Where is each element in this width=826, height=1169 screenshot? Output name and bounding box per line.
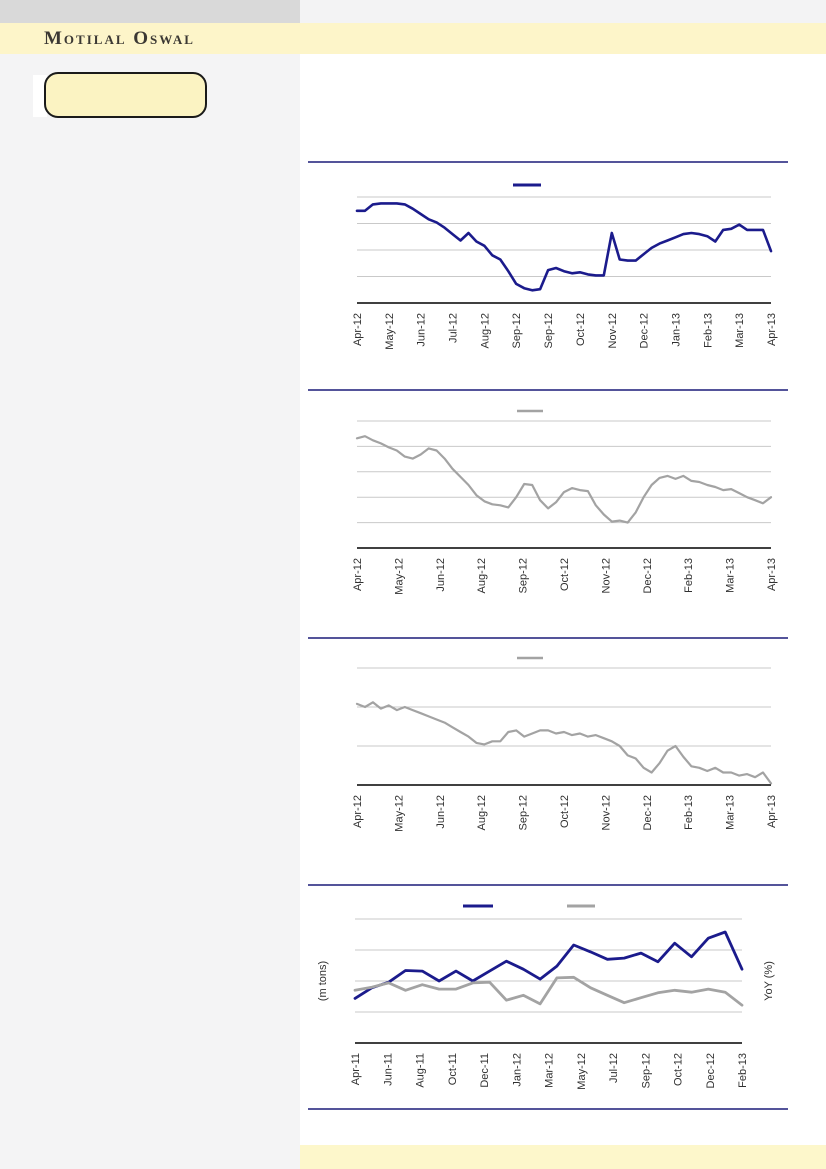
chart-4-x-tick-label: Oct-11 xyxy=(447,1053,459,1085)
chart-2-canvas: Apr-12 May-12 Jun-12 Aug-12 Sep-12 Oct-12 Nov-… xyxy=(308,389,788,595)
chart-3-series-tertiary-weekly-series-line xyxy=(355,701,773,785)
chart-4-left-axis-title: (m tons) xyxy=(317,961,329,1001)
chart-1-x-tick-label: Mar-13 xyxy=(734,313,746,348)
chart-4-x-tick-label: Jan-12 xyxy=(511,1053,523,1087)
chart-1-x-tick-label: Jun-12 xyxy=(416,313,428,347)
chart-4-x-tick-label: Oct-12 xyxy=(673,1053,685,1086)
chart-4-x-tick-label: Mar-12 xyxy=(544,1053,556,1088)
chart-4-x-tick-label: Aug-11 xyxy=(415,1053,427,1088)
chart-1-x-tick-label: Sep-12 xyxy=(543,313,555,348)
chart-3-x-tick-label: Sep-12 xyxy=(518,795,530,830)
chart-1-x-tick-label: Nov-12 xyxy=(607,313,619,348)
top-left-gray-bar xyxy=(0,0,300,23)
chart-4-x-tick-label: Jul-12 xyxy=(608,1053,620,1083)
chart-4-monthly-dual-line: Apr-11 Jun-11 Aug-11 Oct-11 Dec-11 Jan-12 Mar-… xyxy=(300,880,826,1117)
chart-4-right-axis-title: YoY (%) xyxy=(763,961,775,1001)
chart-2-x-tick-label: Jun-12 xyxy=(435,558,447,592)
chart-1-series-primary-weekly-series-line xyxy=(355,202,773,292)
chart-1-x-tick-label: Oct-12 xyxy=(575,313,587,346)
chart-3-x-tick-label: May-12 xyxy=(393,795,405,832)
chart-2-x-tick-label: Dec-12 xyxy=(642,558,654,593)
chart-3-x-tick-label: Aug-12 xyxy=(476,795,488,830)
pill-left-white-patch xyxy=(33,75,47,117)
chart-1-x-tick-label: Feb-13 xyxy=(702,313,714,348)
top-right-gray-strip xyxy=(300,0,826,23)
chart-3-x-tick-label: Apr-12 xyxy=(352,795,364,828)
brand-band: Motilal Oswal xyxy=(0,23,826,54)
chart-4-series-yoy-percent-line xyxy=(353,975,744,1007)
chart-2-x-tick-label: May-12 xyxy=(393,558,405,595)
chart-4-canvas: Apr-11 Jun-11 Aug-11 Oct-11 Dec-11 Jan-12 Mar-… xyxy=(308,884,788,1110)
chart-2-x-tick-label: Mar-13 xyxy=(725,558,737,593)
chart-2-series-secondary-weekly-series-line xyxy=(355,435,773,524)
highlight-pill-box xyxy=(44,72,207,118)
chart-3-x-tick-label: Mar-13 xyxy=(725,795,737,830)
chart-2-x-tick-label: Apr-13 xyxy=(766,558,778,591)
chart-4-x-tick-label: Jun-11 xyxy=(382,1053,394,1086)
chart-1-x-tick-label: Apr-12 xyxy=(352,313,364,346)
chart-1-canvas: Apr-12 May-12 Jun-12 Jul-12 Aug-12 Sep-12 Sep-… xyxy=(308,161,788,350)
chart-3-x-tick-label: Nov-12 xyxy=(600,795,612,830)
chart-4-series-volume-m-tons-line xyxy=(353,930,744,1000)
chart-1-weekly-line: Apr-12 May-12 Jun-12 Jul-12 Aug-12 Sep-12 Sep-… xyxy=(300,150,826,380)
chart-4-x-tick-label: Dec-11 xyxy=(479,1053,491,1088)
chart-4-x-tick-label: Feb-13 xyxy=(737,1053,749,1088)
chart-2-x-tick-label: Sep-12 xyxy=(518,558,530,593)
chart-1-x-tick-label: May-12 xyxy=(384,313,396,350)
chart-1-x-tick-label: Sep-12 xyxy=(511,313,523,348)
chart-3-x-tick-label: Apr-13 xyxy=(766,795,778,828)
chart-2-x-tick-label: Nov-12 xyxy=(600,558,612,593)
chart-2-x-tick-label: Feb-13 xyxy=(683,558,695,593)
chart-1-x-tick-label: Jan-13 xyxy=(671,313,683,347)
chart-2-x-tick-label: Apr-12 xyxy=(352,558,364,591)
brand-logo-text: Motilal Oswal xyxy=(44,27,195,49)
chart-2-weekly-line: Apr-12 May-12 Jun-12 Aug-12 Sep-12 Oct-12 Nov-… xyxy=(300,380,826,630)
chart-1-x-tick-label: Aug-12 xyxy=(479,313,491,348)
chart-3-canvas: Apr-12 May-12 Jun-12 Aug-12 Sep-12 Oct-12 Nov-… xyxy=(308,637,788,832)
chart-3-x-tick-label: Dec-12 xyxy=(642,795,654,830)
chart-3-weekly-line: Apr-12 May-12 Jun-12 Aug-12 Sep-12 Oct-12 Nov-… xyxy=(300,630,826,880)
chart-2-x-tick-label: Oct-12 xyxy=(559,558,571,591)
chart-4-x-tick-label: May-12 xyxy=(576,1053,588,1090)
chart-1-x-tick-label: Dec-12 xyxy=(639,313,651,348)
footer-accent-band xyxy=(300,1145,826,1169)
chart-4-x-tick-label: Sep-12 xyxy=(640,1053,652,1088)
chart-4-x-tick-label: Apr-11 xyxy=(350,1053,362,1085)
chart-1-x-tick-label: Apr-13 xyxy=(766,313,778,346)
chart-3-x-tick-label: Oct-12 xyxy=(559,795,571,828)
chart-4-x-tick-label: Dec-12 xyxy=(705,1053,717,1088)
chart-3-x-tick-label: Jun-12 xyxy=(435,795,447,829)
chart-1-x-tick-label: Jul-12 xyxy=(448,313,460,343)
chart-3-x-tick-label: Feb-13 xyxy=(683,795,695,830)
left-sidebar xyxy=(0,54,300,1169)
chart-2-x-tick-label: Aug-12 xyxy=(476,558,488,593)
